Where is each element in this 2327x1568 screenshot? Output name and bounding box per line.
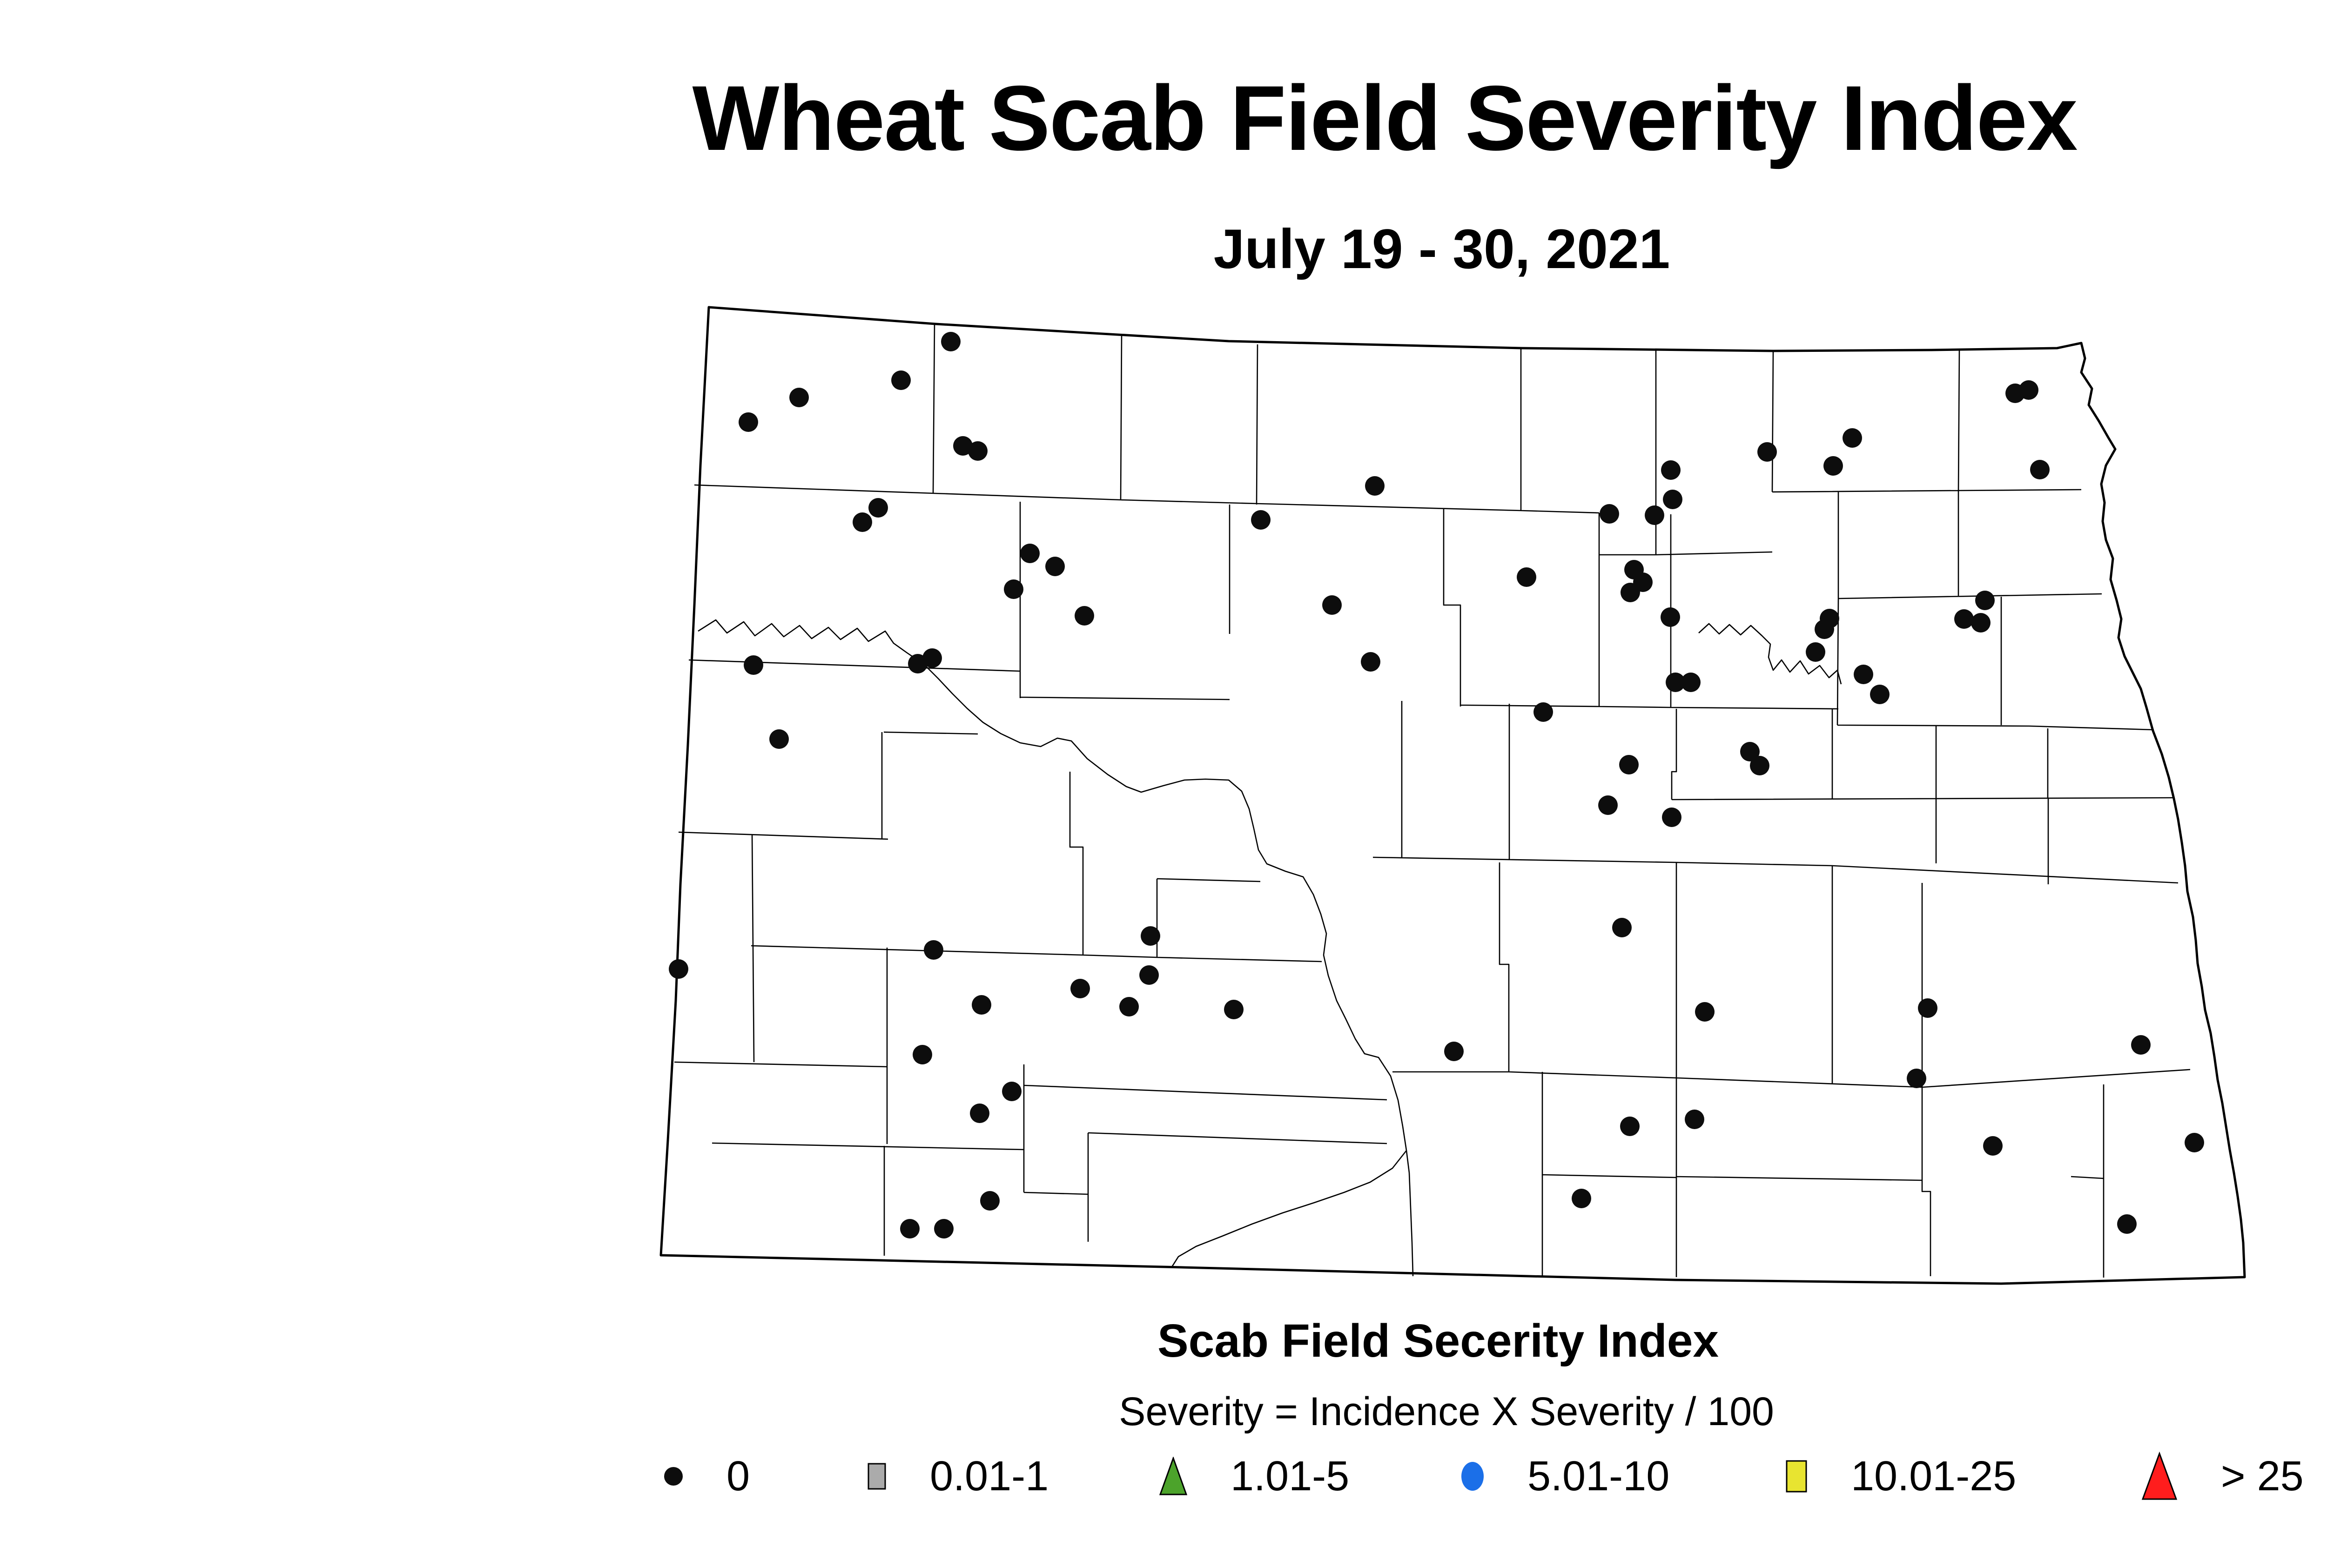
legend-item-100125: 10.01-25 (1785, 1448, 2016, 1504)
field-severity-dot (1361, 652, 1380, 672)
field-severity-dot (970, 1104, 989, 1123)
county-boundaries (674, 323, 2191, 1278)
field-severity-dot (1661, 607, 1680, 627)
field-severity-dot (1645, 505, 1664, 525)
field-severity-dot (1983, 1136, 2003, 1156)
legend-label: 0 (726, 1453, 750, 1500)
field-severity-dot (1322, 595, 1342, 615)
field-severity-dot (1685, 1110, 1704, 1129)
field-severity-dot (1517, 567, 1536, 587)
field-severity-dot (1907, 1069, 1926, 1088)
field-severity-dot (1806, 642, 1825, 662)
field-severity-dot (769, 729, 789, 749)
field-severity-dot (1695, 1002, 1715, 1022)
field-severity-dot (891, 370, 911, 390)
field-severity-dot (789, 388, 809, 407)
field-severity-dot (1002, 1082, 1022, 1101)
legend-item-25: > 25 (2141, 1448, 2304, 1504)
severity-data-points (669, 332, 2204, 1238)
field-severity-dot (900, 1219, 920, 1238)
field-severity-dot (739, 412, 758, 432)
field-severity-dot (1662, 808, 1681, 827)
field-severity-dot (2030, 460, 2050, 479)
field-severity-dot (2019, 380, 2038, 400)
field-severity-dot (1854, 665, 1873, 684)
field-severity-dot (1139, 965, 1159, 985)
legend-title: Scab Field Secerity Index (1157, 1315, 1719, 1367)
field-severity-dot (908, 654, 928, 673)
field-severity-dot (913, 1045, 932, 1064)
field-severity-dot (1918, 998, 1937, 1018)
field-severity-dot (1365, 476, 1385, 496)
field-severity-dot (2131, 1035, 2151, 1055)
field-severity-dot (968, 441, 988, 461)
field-severity-dot (972, 995, 991, 1015)
field-severity-dot (934, 1219, 954, 1238)
legend-item-0: 0 (663, 1448, 750, 1504)
field-severity-dot (1572, 1189, 1591, 1208)
field-severity-dot (853, 512, 872, 532)
field-severity-dot (1663, 490, 1682, 509)
field-severity-dot (1757, 442, 1777, 462)
field-severity-dot (1251, 510, 1271, 530)
legend-symbol-square (868, 1463, 886, 1490)
legend-label: > 25 (2221, 1453, 2304, 1500)
field-severity-dot (1975, 591, 1995, 610)
legend-label: 1.01-5 (1231, 1453, 1350, 1500)
field-severity-dot (1666, 673, 1685, 692)
field-severity-dot (1141, 926, 1160, 946)
field-severity-dot (1444, 1042, 1464, 1061)
field-severity-dot (1119, 997, 1139, 1016)
field-severity-dot (1612, 918, 1632, 937)
field-severity-dot (1971, 613, 1991, 633)
field-severity-dot (2117, 1214, 2137, 1234)
field-severity-dot (1954, 609, 1974, 629)
legend-formula: Severity = Incidence X Severity / 100 (1119, 1389, 1774, 1434)
field-severity-dot (2185, 1133, 2204, 1152)
field-severity-dot (669, 959, 688, 979)
legend-symbol-triangle-large (2141, 1452, 2178, 1500)
legend-item-50110: 5.01-10 (1460, 1448, 1669, 1504)
legend-symbol-square-tall (1786, 1460, 1807, 1493)
legend-item-0011: 0.01-1 (867, 1448, 1049, 1504)
state-outline (659, 306, 2246, 1285)
page-subtitle: July 19 - 30, 2021 (1213, 218, 1670, 280)
field-severity-dot (1815, 619, 1834, 639)
field-severity-dot (1004, 579, 1023, 599)
legend-label: 0.01-1 (930, 1453, 1049, 1500)
field-severity-dot (1681, 673, 1701, 692)
field-severity-dot (1621, 583, 1640, 602)
field-severity-dot (1870, 685, 1890, 704)
page-title: Wheat Scab Field Severity Index (692, 67, 2078, 169)
river-lines (698, 619, 1842, 1277)
field-severity-dot (1843, 428, 1862, 448)
field-severity-dot (1070, 979, 1090, 998)
field-severity-dot (1600, 504, 1619, 524)
field-severity-dot (1075, 606, 1094, 626)
field-severity-dot (980, 1191, 1000, 1211)
legend-label: 10.01-25 (1851, 1453, 2017, 1500)
legend-label: 5.01-10 (1527, 1453, 1670, 1500)
legend-symbol-dot (664, 1467, 683, 1486)
field-severity-dot (1020, 544, 1040, 563)
field-severity-dot (868, 498, 888, 518)
field-severity-dot (1598, 795, 1618, 815)
field-severity-dot (1740, 742, 1760, 761)
field-severity-dot (1620, 1117, 1640, 1136)
field-severity-dot (924, 940, 943, 960)
legend-item-1015: 1.01-5 (1159, 1448, 1349, 1504)
legend-symbol-ellipse (1461, 1462, 1484, 1491)
legend-symbol-triangle (1159, 1457, 1188, 1495)
field-severity-dot (1823, 456, 1843, 476)
field-severity-dot (1750, 756, 1769, 775)
field-severity-dot (1533, 702, 1553, 722)
field-severity-dot (941, 332, 961, 351)
field-severity-dot (1045, 557, 1065, 576)
field-severity-dot (1224, 1000, 1244, 1019)
field-severity-dot (1661, 460, 1681, 480)
field-severity-dot (953, 436, 973, 456)
field-severity-dot (744, 655, 763, 675)
field-severity-dot (1619, 755, 1639, 774)
